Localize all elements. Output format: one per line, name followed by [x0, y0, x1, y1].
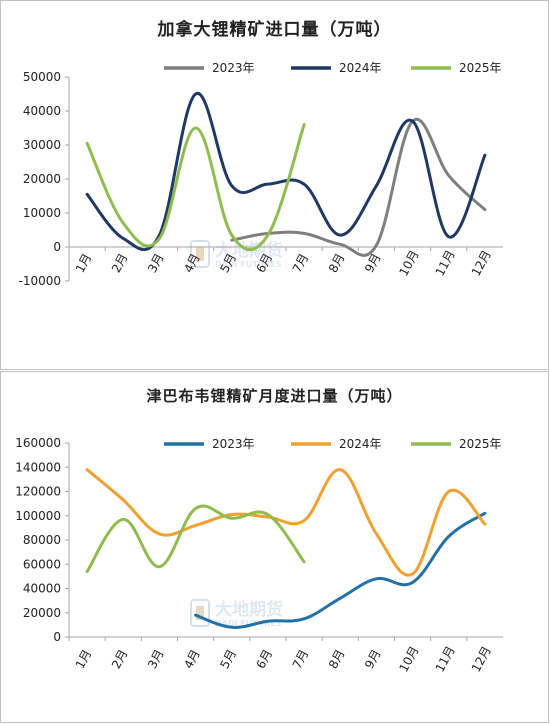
series-2024年 [87, 470, 485, 576]
x-tick-label: 7月 [290, 647, 312, 671]
y-tick-label: 120000 [15, 485, 61, 499]
series-2025年 [87, 506, 304, 572]
y-tick-label: -10000 [18, 274, 61, 288]
legend-label: 2025年 [459, 437, 502, 451]
legend-label: 2023年 [212, 61, 255, 75]
watermark-text: 大地期货 [215, 599, 283, 620]
x-tick-label: 7月 [290, 251, 312, 275]
y-tick-label: 140000 [15, 460, 61, 474]
y-tick-label: 100000 [15, 509, 61, 523]
x-tick-label: 11月 [433, 644, 458, 675]
x-tick-label: 3月 [145, 251, 167, 275]
x-tick-label: 10月 [396, 248, 421, 279]
y-tick-label: 40000 [23, 104, 61, 118]
x-tick-label: 12月 [469, 248, 494, 279]
series-line [87, 506, 304, 571]
x-tick-label: 2月 [109, 251, 131, 275]
x-tick-label: 3月 [145, 647, 167, 671]
x-tick-label: 5月 [217, 647, 239, 671]
y-tick-label: 40000 [23, 582, 61, 596]
y-tick-label: 60000 [23, 557, 61, 571]
x-tick-label: 8月 [326, 647, 348, 671]
y-tick-label: 80000 [23, 533, 61, 547]
y-tick-label: 160000 [15, 436, 61, 450]
x-tick-label: 1月 [73, 647, 95, 671]
legend-label: 2025年 [459, 61, 502, 75]
series-line [87, 93, 485, 249]
x-tick-label: 4月 [181, 647, 203, 671]
x-tick-label: 1月 [73, 251, 95, 275]
y-tick-label: 50000 [23, 70, 61, 84]
y-tick-label: 0 [53, 240, 61, 254]
x-tick-label: 10月 [396, 644, 421, 675]
series-line [87, 125, 304, 250]
y-tick-label: 20000 [23, 606, 61, 620]
x-tick-label: 2月 [109, 647, 131, 671]
legend-label: 2023年 [212, 437, 255, 451]
x-tick-label: 9月 [362, 647, 384, 671]
x-tick-label: 6月 [254, 647, 276, 671]
series-line [87, 470, 485, 576]
y-tick-label: 10000 [23, 206, 61, 220]
x-tick-label: 12月 [469, 644, 494, 675]
series-2025年 [87, 125, 304, 250]
y-tick-label: 30000 [23, 138, 61, 152]
y-tick-label: 20000 [23, 172, 61, 186]
series-2024年 [87, 93, 485, 249]
x-tick-label: 8月 [326, 251, 348, 275]
y-tick-label: 0 [53, 630, 61, 644]
legend-label: 2024年 [339, 61, 382, 75]
x-tick-label: 11月 [433, 248, 458, 279]
legend-label: 2024年 [339, 437, 382, 451]
